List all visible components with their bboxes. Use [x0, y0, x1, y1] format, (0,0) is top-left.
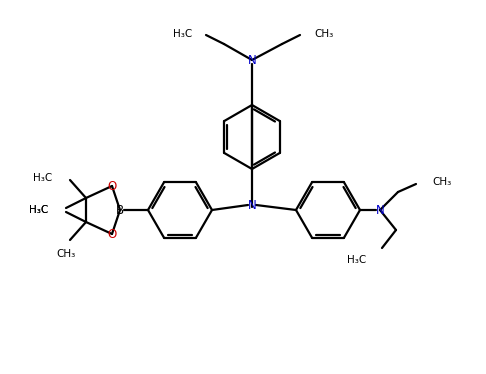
Text: CH₃: CH₃ — [314, 29, 333, 39]
Text: CH₃: CH₃ — [432, 177, 451, 187]
Text: N: N — [248, 199, 257, 212]
Text: H₃C: H₃C — [29, 205, 48, 215]
Text: O: O — [107, 180, 117, 193]
Text: CH₃: CH₃ — [56, 249, 76, 259]
Text: H₃C: H₃C — [33, 173, 52, 183]
Text: H₃C: H₃C — [347, 255, 366, 265]
Text: B: B — [116, 203, 124, 217]
Text: N: N — [376, 203, 384, 217]
Text: O: O — [107, 227, 117, 240]
Text: N: N — [248, 53, 257, 67]
Text: H₃C: H₃C — [29, 205, 48, 215]
Text: H₃C: H₃C — [173, 29, 192, 39]
